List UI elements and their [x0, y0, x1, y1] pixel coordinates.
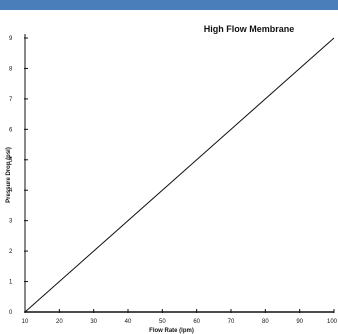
y-tick-label: 1: [9, 280, 13, 286]
series-line: [24, 37, 335, 313]
y-tick-label: 6: [9, 127, 13, 133]
x-tick-label: 60: [193, 319, 200, 325]
y-tick-label: 8: [9, 66, 13, 72]
x-axis-label: Flow Rate (lpm): [149, 328, 194, 334]
y-tick-label: 4: [9, 188, 13, 194]
axes: [24, 34, 334, 313]
chart-title: High Flow Membrane: [203, 24, 295, 34]
x-tick-label: 30: [90, 319, 97, 325]
x-axis-ticks: 10 20 30 40 50 60 70 80 90 100: [22, 309, 338, 325]
x-tick-label: 90: [296, 319, 303, 325]
x-tick-label: 100: [327, 319, 338, 325]
header-band: [0, 0, 338, 10]
x-tick-label: 40: [125, 319, 132, 325]
y-tick-label: 5: [9, 158, 13, 164]
x-tick-label: 80: [262, 319, 269, 325]
y-tick-label: 3: [9, 219, 13, 225]
x-tick-label: 20: [56, 319, 63, 325]
y-tick-label: 0: [9, 310, 13, 316]
y-tick-label: 2: [9, 249, 13, 255]
x-tick-label: 50: [159, 319, 166, 325]
x-tick-label: 10: [22, 319, 29, 325]
y-axis-label: Pressure Drop (psi): [6, 147, 12, 203]
y-tick-label: 7: [9, 97, 13, 103]
series-layer: [24, 37, 335, 313]
y-tick-label: 9: [9, 36, 13, 42]
y-axis-ticks: 0 1 2 3 4 5 6 7 8 9: [9, 36, 28, 316]
x-tick-label: 70: [228, 319, 235, 325]
